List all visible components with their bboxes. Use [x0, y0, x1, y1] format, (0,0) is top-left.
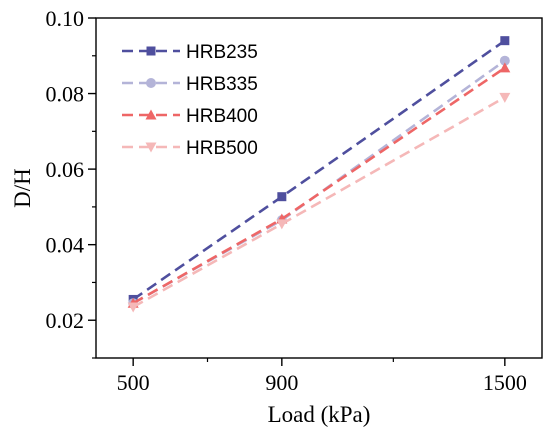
y-tick-label: 0.04: [46, 233, 85, 258]
y-axis-title: D/H: [10, 168, 35, 208]
y-tick-label: 0.08: [46, 82, 85, 107]
plot-area: [127, 36, 511, 313]
legend-marker-HRB400: [145, 109, 157, 120]
data-point-HRB335: [499, 55, 510, 66]
legend-marker-HRB500: [145, 142, 157, 153]
x-tick-label: 900: [265, 370, 298, 395]
y-tick-label: 0.06: [46, 157, 85, 182]
series-line-HRB400: [132, 66, 506, 305]
data-point-HRB400: [499, 62, 511, 73]
legend-label-HRB500: HRB500: [186, 138, 258, 159]
y-tick-label: 0.02: [46, 308, 85, 333]
legend-marker-HRB335: [146, 78, 156, 88]
data-point-HRB500: [499, 92, 511, 103]
data-point-HRB500: [276, 219, 288, 230]
series-line-HRB500: [132, 96, 506, 309]
x-axis-title: Load (kPa): [268, 402, 371, 427]
data-point-HRB235: [500, 36, 510, 46]
axes: 0.02 0.04 0.06 0.08 0.10 500 900 1500: [46, 6, 543, 395]
plot-frame: [95, 17, 543, 359]
data-point-HRB500: [127, 302, 139, 313]
series-line-HRB335: [132, 59, 506, 305]
data-point-HRB235: [277, 192, 287, 202]
x-tick-label: 1500: [483, 370, 527, 395]
legend-marker-HRB235: [146, 46, 156, 56]
legend-label-HRB400: HRB400: [186, 106, 258, 127]
legend-label-HRB335: HRB335: [186, 74, 258, 95]
legend: HRB235 HRB335 HRB400 HRB500: [122, 42, 258, 159]
x-tick-label: 500: [117, 370, 150, 395]
legend-label-HRB235: HRB235: [186, 42, 258, 63]
y-tick-label: 0.10: [46, 6, 85, 31]
